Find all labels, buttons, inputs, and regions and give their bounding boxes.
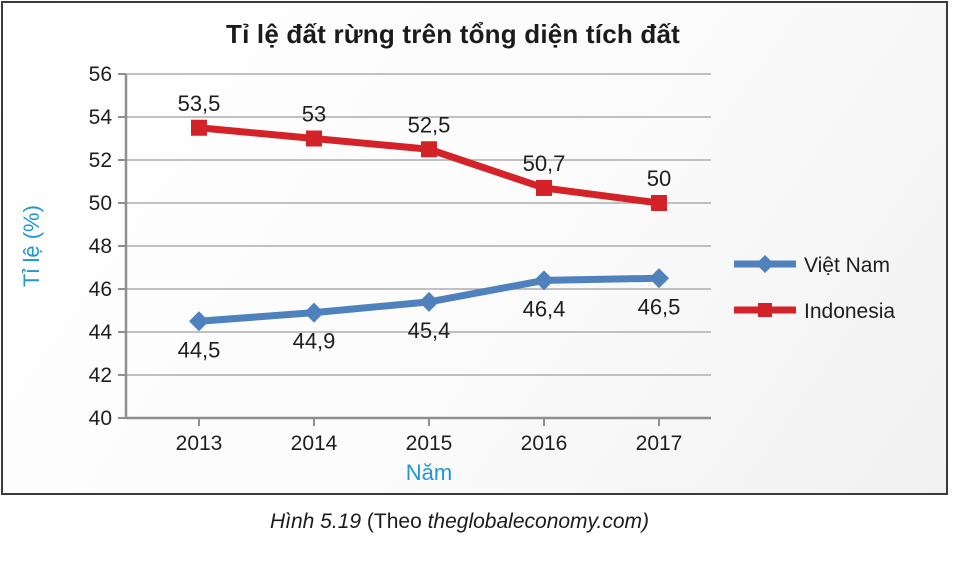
data-label-viet-nam: 46,5: [638, 294, 681, 319]
x-tick-label: 2016: [521, 432, 568, 455]
legend-label-indonesia: Indonesia: [804, 300, 895, 323]
data-label-indonesia: 53,5: [178, 91, 221, 116]
y-tick-label: 48: [89, 235, 112, 258]
figure-caption: Hình 5.19 (Theo theglobaleconomy.com): [0, 510, 953, 534]
y-axis-title: Tỉ lệ (%): [19, 205, 44, 287]
y-tick-label: 46: [89, 278, 112, 301]
series-line-indonesia: [198, 124, 660, 207]
y-tick-label: 44: [89, 321, 113, 344]
marker-diamond-viet-nam: [419, 291, 439, 312]
data-label-indonesia: 50: [647, 166, 671, 191]
data-label-viet-nam: 45,4: [408, 318, 451, 343]
data-label-indonesia: 50,7: [523, 151, 566, 176]
caption-source-site: theglobaleconomy.com): [427, 510, 649, 533]
x-tick-label: 2017: [636, 432, 683, 455]
marker-diamond-viet-nam: [189, 311, 209, 332]
data-label-viet-nam: 46,4: [523, 296, 566, 321]
data-label-indonesia: 53: [302, 102, 326, 127]
data-label-viet-nam: 44,5: [178, 337, 221, 362]
marker-diamond-viet-nam: [304, 302, 324, 323]
y-tick-label: 56: [89, 63, 112, 86]
marker-diamond-viet-nam: [534, 270, 554, 291]
marker-square-indonesia: [421, 141, 437, 158]
marker-square-indonesia: [191, 119, 207, 136]
caption-source-prefix: (Theo: [361, 510, 428, 533]
marker-square-indonesia: [306, 130, 322, 147]
caption-figure-number: Hình 5.19: [269, 510, 362, 533]
figure-frame: Tỉ lệ đất rừng trên tổng diện tích đất 4…: [1, 1, 948, 495]
chart-title: Tỉ lệ đất rừng trên tổng diện tích đất: [226, 19, 680, 49]
line-chart: 40 42 44 46 48 50 52 54 56 2013 2014 2015 2016 2017 44…: [19, 63, 895, 485]
y-tick-label: 52: [89, 149, 112, 172]
y-tick-label: 54: [89, 106, 113, 129]
data-label-viet-nam: 44,9: [293, 329, 336, 354]
y-tick-label: 42: [89, 364, 112, 387]
x-tick-label: 2015: [406, 432, 453, 455]
marker-square-indonesia: [758, 303, 772, 317]
marker-square-indonesia: [536, 179, 552, 196]
legend-label-viet-nam: Việt Nam: [804, 254, 890, 277]
marker-diamond-viet-nam: [756, 255, 774, 273]
y-tick-label: 50: [89, 192, 112, 215]
marker-diamond-viet-nam: [649, 268, 669, 289]
x-axis-title: Năm: [406, 460, 452, 485]
marker-square-indonesia: [651, 195, 667, 211]
x-tick-label: 2014: [291, 432, 338, 455]
x-tick-label: 2013: [176, 432, 223, 455]
data-label-indonesia: 52,5: [408, 112, 451, 137]
y-tick-label: 40: [89, 407, 112, 430]
